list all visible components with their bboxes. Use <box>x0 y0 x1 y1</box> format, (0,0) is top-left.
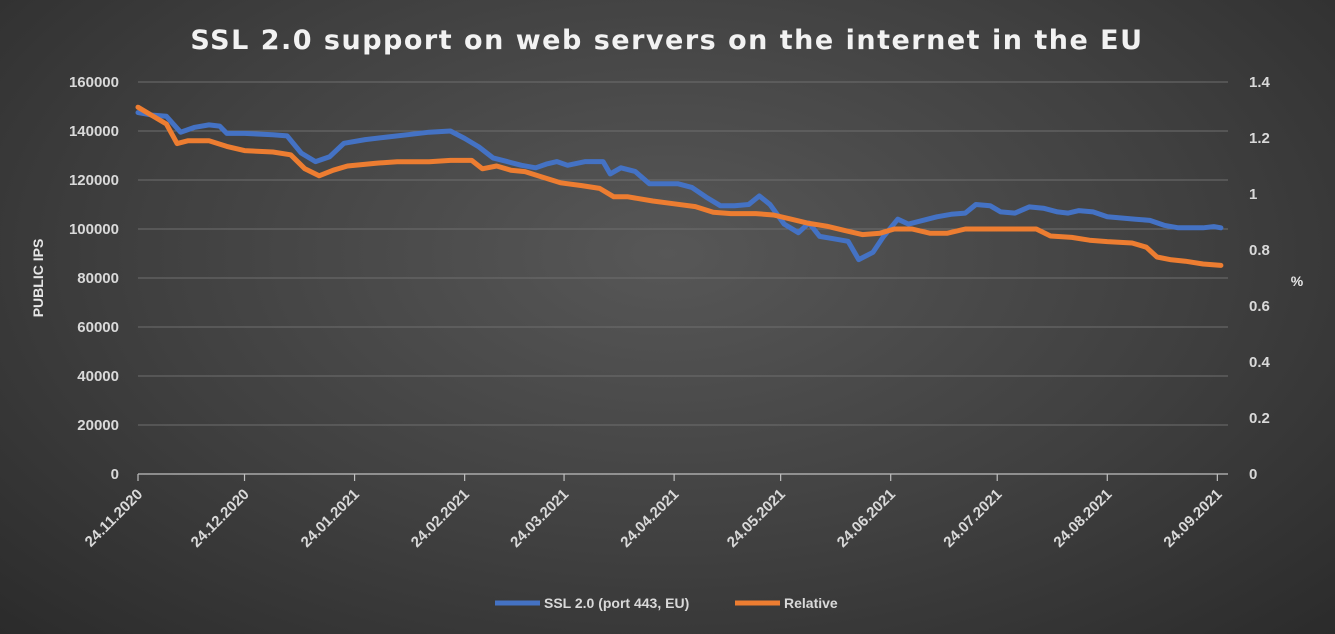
legend-label-relative: Relative <box>784 595 838 611</box>
chart-title: SSL 2.0 support on web servers on the in… <box>190 25 1143 56</box>
x-tick-24.08.2021: 24.08.2021 <box>1050 486 1115 551</box>
x-tick-24.05.2021: 24.05.2021 <box>724 486 789 551</box>
x-tick-24.03.2021: 24.03.2021 <box>507 486 572 551</box>
gridlines <box>138 81 1228 426</box>
y-tick-right-0.6: 0.6 <box>1249 298 1270 315</box>
x-tick-24.11.2020: 24.11.2020 <box>82 486 147 551</box>
series-line-ssl2 <box>135 110 1224 263</box>
x-axis-ticks: 24.11.2020 24.12.2020 24.01.2021 24.02.2021… <box>82 486 1226 551</box>
y-tick-right-0.2: 0.2 <box>1249 410 1270 427</box>
legend: SSL 2.0 (port 443, EU) Relative <box>495 595 838 611</box>
y-tick-left-160000: 160000 <box>69 74 119 91</box>
y-tick-left-60000: 60000 <box>77 319 119 336</box>
y-tick-right-1.2: 1.2 <box>1249 130 1270 147</box>
x-tick-24.02.2021: 24.02.2021 <box>408 486 473 551</box>
y-axis-title-left: PUBLIC IPS <box>30 239 46 318</box>
y-tick-right-1: 1 <box>1249 186 1257 203</box>
x-tick-24.09.2021: 24.09.2021 <box>1160 486 1225 551</box>
y-tick-left-120000: 120000 <box>69 172 119 189</box>
x-tick-24.07.2021: 24.07.2021 <box>940 486 1005 551</box>
y-tick-right-0.4: 0.4 <box>1249 354 1271 371</box>
x-tick-24.12.2020: 24.12.2020 <box>188 486 253 551</box>
y-tick-left-140000: 140000 <box>69 123 119 140</box>
y-tick-left-80000: 80000 <box>77 270 119 287</box>
y-axis-ticks-right: 0 0.2 0.4 0.6 0.8 1 1.2 1.4 <box>1249 74 1271 483</box>
series-lines <box>135 104 1224 268</box>
x-tick-24.01.2021: 24.01.2021 <box>298 486 363 551</box>
x-tick-24.04.2021: 24.04.2021 <box>617 486 682 551</box>
y-tick-left-40000: 40000 <box>77 368 119 385</box>
y-tick-left-100000: 100000 <box>69 221 119 238</box>
y-tick-right-0.8: 0.8 <box>1249 242 1270 259</box>
legend-label-ssl2: SSL 2.0 (port 443, EU) <box>544 595 689 611</box>
y-tick-left-20000: 20000 <box>77 417 119 434</box>
axes <box>137 473 1228 481</box>
y-tick-left-0: 0 <box>111 466 119 483</box>
y-axis-title-right: % <box>1291 273 1304 289</box>
y-tick-right-1.4: 1.4 <box>1249 74 1271 91</box>
series-line-relative <box>135 104 1224 268</box>
y-tick-right-0: 0 <box>1249 466 1257 483</box>
x-tick-24.06.2021: 24.06.2021 <box>834 486 899 551</box>
y-axis-ticks-left: 0 20000 40000 60000 80000 100000 120000 140000 1… <box>69 74 119 483</box>
